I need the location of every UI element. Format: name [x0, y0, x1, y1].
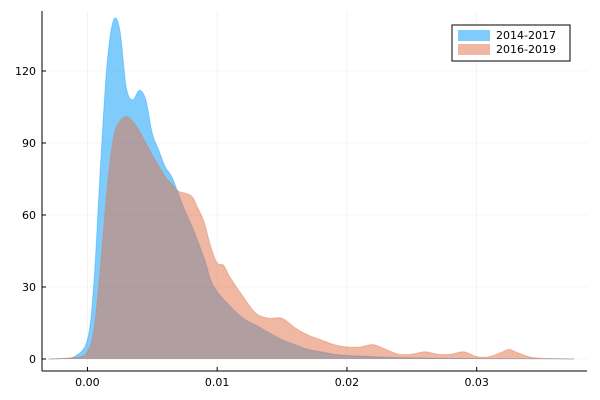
legend-swatch-2	[458, 44, 490, 55]
y-tick-label: 0	[29, 353, 36, 366]
series-layer	[48, 17, 575, 360]
x-tick-label: 0.02	[335, 376, 360, 389]
y-tick-label: 30	[22, 281, 36, 294]
y-tick-label: 90	[22, 137, 36, 150]
x-tick-label: 0.03	[464, 376, 489, 389]
series-line-2	[48, 116, 575, 360]
y-tick-label: 120	[15, 65, 36, 78]
y-tick-label: 60	[22, 209, 36, 222]
series-area-2	[48, 116, 575, 359]
legend-label-2: 2016-2019	[496, 43, 556, 56]
legend-swatch-1	[458, 30, 490, 41]
axes-layer: 0.00 0.01 0.02 0.03 0 30 60 90 120	[15, 11, 587, 389]
x-tick-label: 0.00	[75, 376, 100, 389]
legend-label-1: 2014-2017	[496, 29, 556, 42]
x-tick-label: 0.01	[205, 376, 230, 389]
